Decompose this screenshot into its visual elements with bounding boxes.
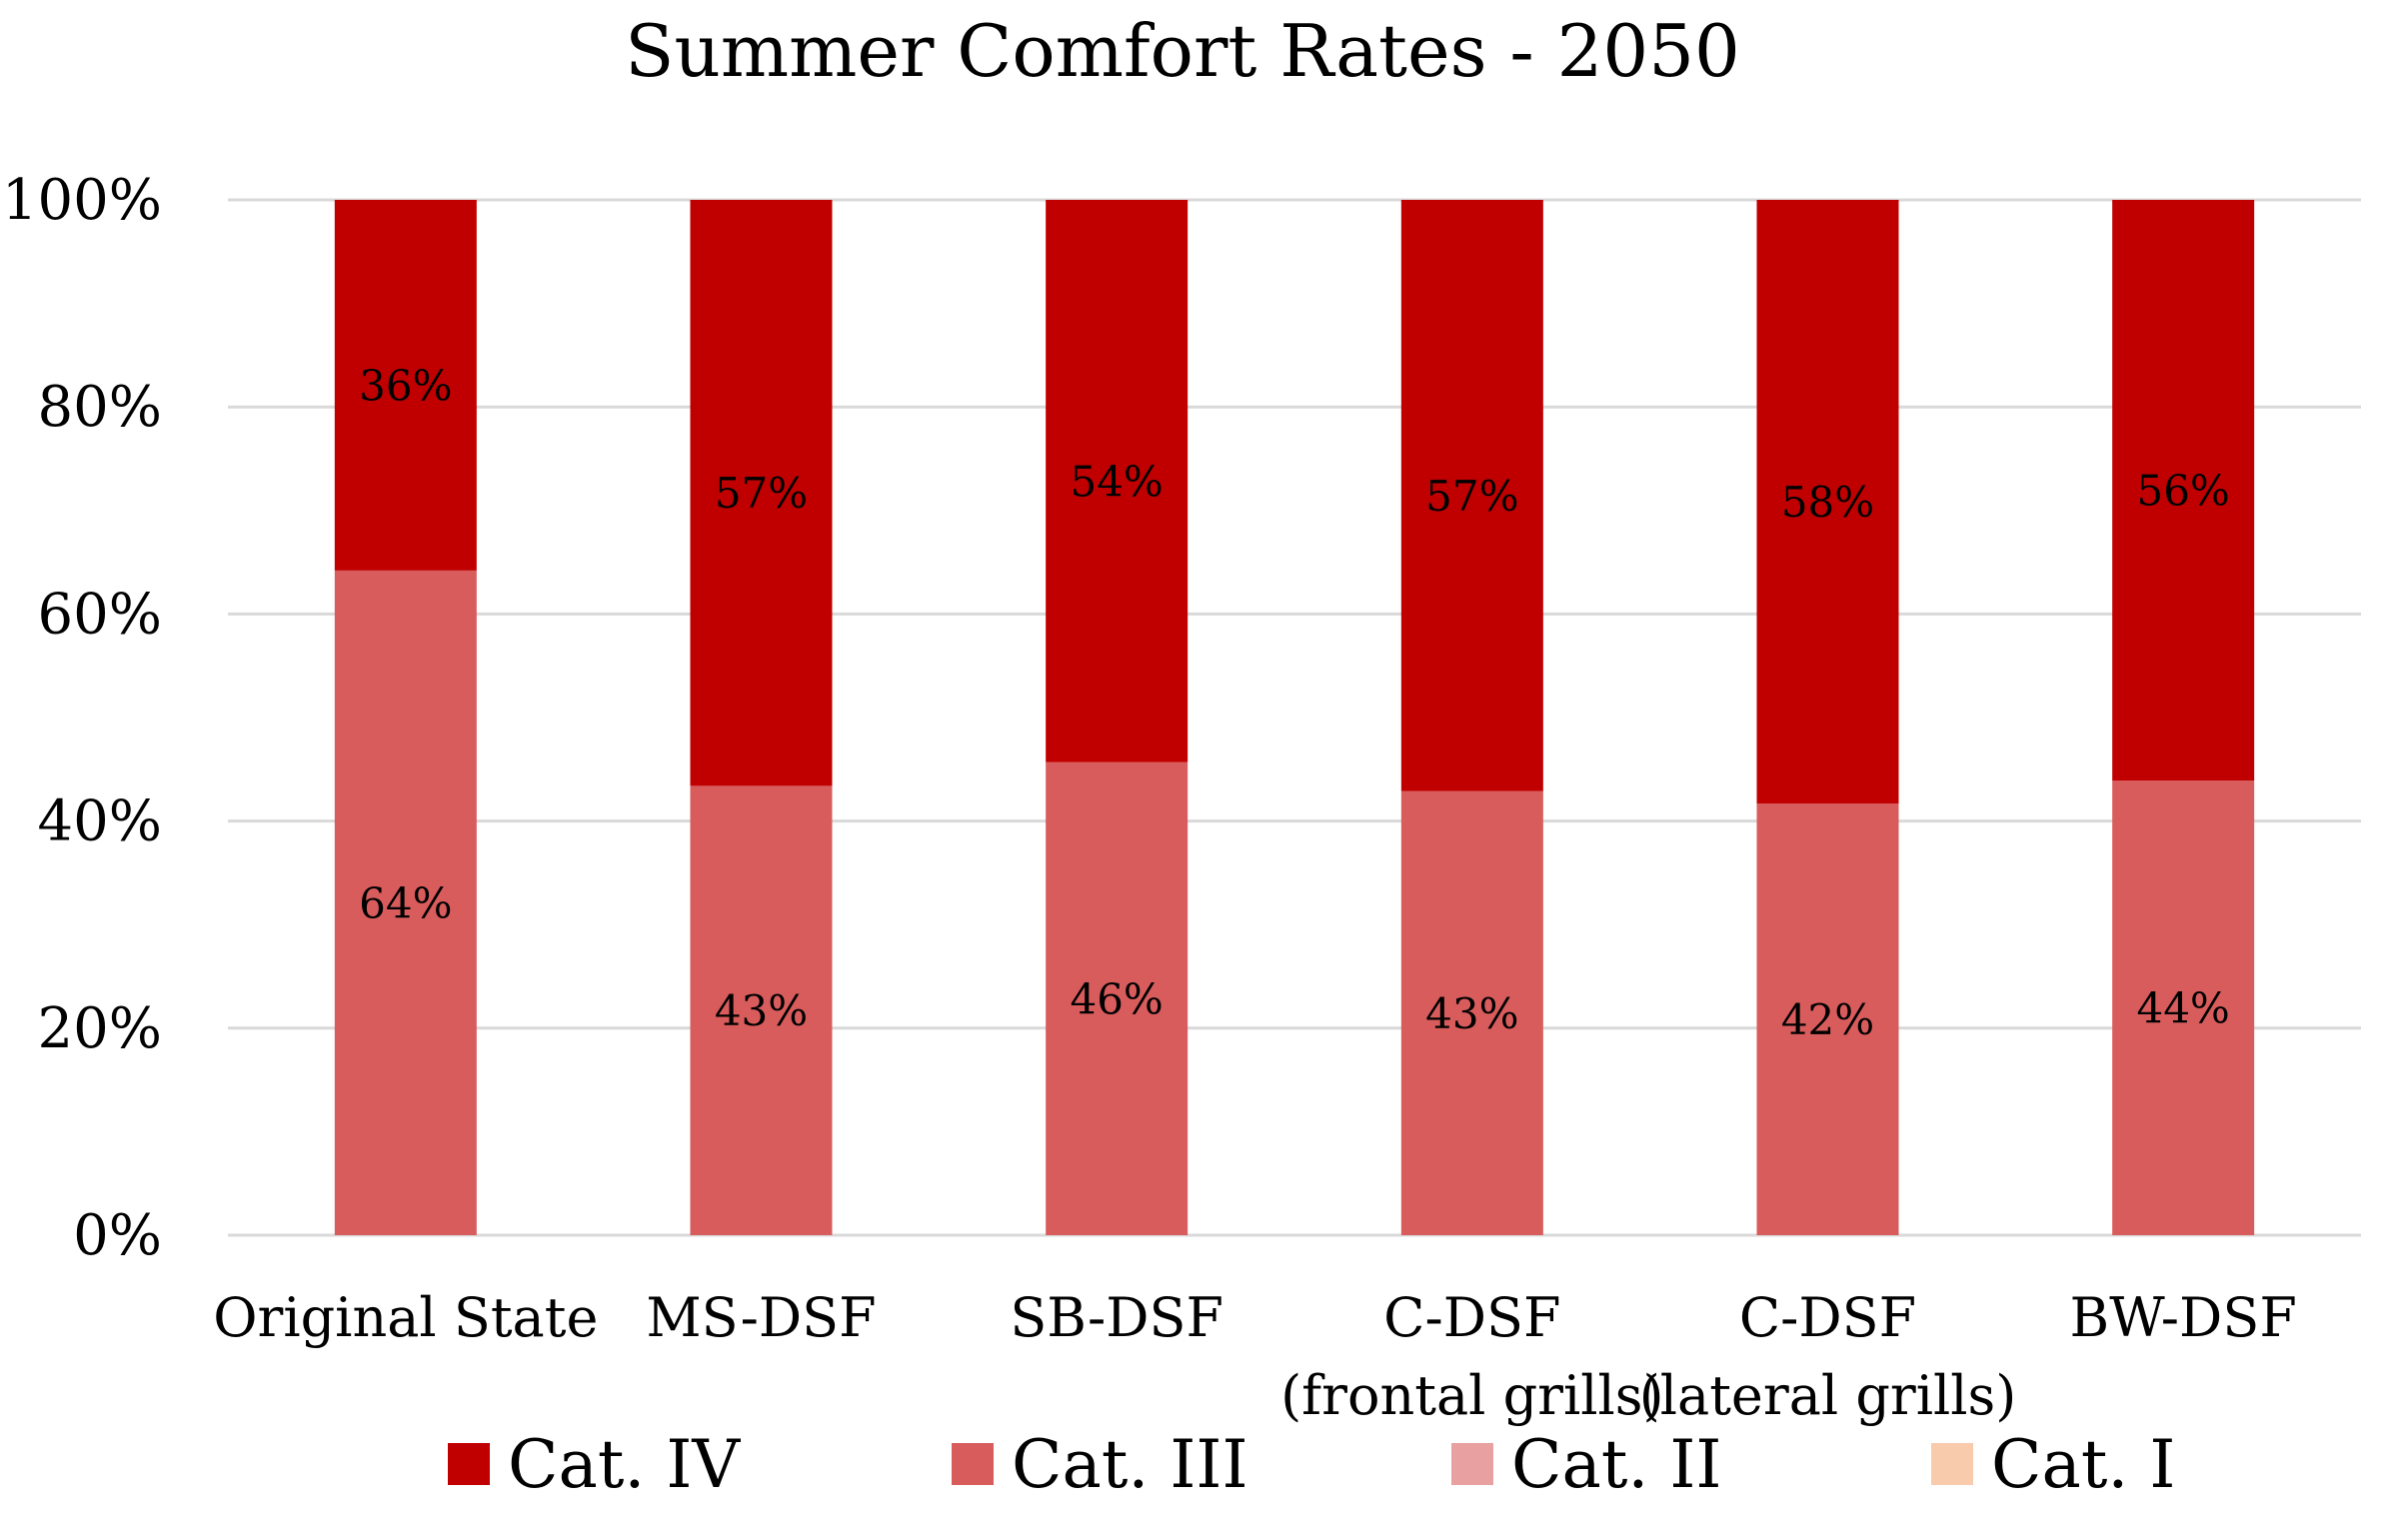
bar-segment bbox=[1756, 802, 1899, 1235]
data-label: 56% bbox=[2136, 467, 2229, 516]
legend: Cat. IV Cat. III Cat. II Cat. I bbox=[448, 1426, 2175, 1503]
data-label: 43% bbox=[1425, 989, 1518, 1038]
bar-segment bbox=[1046, 200, 1189, 763]
data-label: 64% bbox=[359, 878, 452, 927]
data-label: 36% bbox=[359, 361, 452, 410]
bar-segment bbox=[690, 785, 833, 1235]
bar-segment bbox=[2112, 200, 2255, 781]
data-label: 54% bbox=[1070, 457, 1163, 506]
legend-label: Cat. IV bbox=[508, 1426, 741, 1503]
data-label: 42% bbox=[1781, 995, 1874, 1044]
legend-swatch bbox=[448, 1443, 490, 1485]
bar-segment bbox=[1400, 790, 1543, 1235]
x-tick-label: BW-DSF bbox=[2070, 1286, 2297, 1349]
legend-swatch bbox=[1931, 1443, 1973, 1485]
x-tick-label: Original State bbox=[213, 1286, 598, 1349]
bars bbox=[334, 200, 2255, 1235]
chart-title: Summer Comfort Rates - 2050 bbox=[625, 9, 1740, 93]
data-label: 57% bbox=[1425, 472, 1518, 521]
data-label: 43% bbox=[715, 986, 808, 1035]
bar-segment bbox=[690, 200, 833, 786]
legend-swatch bbox=[952, 1443, 994, 1485]
bar-segment bbox=[334, 200, 477, 571]
data-label: 46% bbox=[1070, 974, 1163, 1023]
x-tick-label: SB-DSF bbox=[1010, 1286, 1223, 1349]
bar-segment bbox=[334, 570, 477, 1235]
x-tick-label: C-DSF bbox=[1383, 1286, 1560, 1349]
x-axis-ticks: Original State MS-DSF SB-DSF C-DSF (frontal … bbox=[213, 1286, 2297, 1427]
bar-segment bbox=[1400, 200, 1543, 791]
y-tick-label: 100% bbox=[2, 168, 162, 233]
data-label: 57% bbox=[715, 469, 808, 518]
legend-swatch bbox=[1451, 1443, 1493, 1485]
x-tick-label: MS-DSF bbox=[646, 1286, 876, 1349]
x-tick-label: (frontal grills) bbox=[1280, 1364, 1663, 1427]
x-tick-label: C-DSF bbox=[1739, 1286, 1916, 1349]
y-axis-ticks: 0% 20% 40% 60% 80% 100% bbox=[2, 168, 162, 1268]
y-tick-label: 60% bbox=[38, 582, 162, 647]
data-labels: 64% 36% 43% 57% 46% 54% 43% 57% 42% 58% 44% 56% bbox=[359, 361, 2230, 1044]
data-label: 58% bbox=[1781, 478, 1874, 527]
y-tick-label: 0% bbox=[73, 1203, 162, 1268]
legend-label: Cat. III bbox=[1012, 1426, 1248, 1503]
legend-label: Cat. II bbox=[1511, 1426, 1721, 1503]
legend-label: Cat. I bbox=[1991, 1426, 2175, 1503]
gridlines bbox=[228, 198, 2361, 1237]
bar-segment bbox=[1046, 762, 1189, 1235]
bar-segment bbox=[2112, 780, 2255, 1235]
y-tick-label: 80% bbox=[38, 375, 162, 440]
data-label: 44% bbox=[2136, 984, 2229, 1033]
y-tick-label: 40% bbox=[38, 789, 162, 854]
bar-segment bbox=[1756, 200, 1899, 803]
y-tick-label: 20% bbox=[38, 996, 162, 1061]
x-tick-label: (lateral grills) bbox=[1639, 1364, 2017, 1427]
